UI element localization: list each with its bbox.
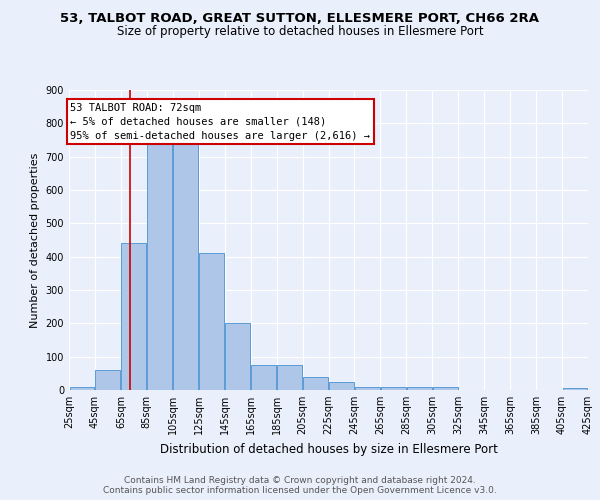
Bar [199, 254, 224, 390]
Bar [148, 138, 172, 390]
X-axis label: Distribution of detached houses by size in Ellesmere Port: Distribution of detached houses by size … [160, 442, 497, 456]
Text: Contains HM Land Registry data © Crown copyright and database right 2024.: Contains HM Land Registry data © Crown c… [124, 476, 476, 485]
Bar [70, 386, 94, 390]
Bar [329, 382, 354, 390]
Bar [303, 376, 328, 390]
Bar [433, 386, 458, 390]
Bar [381, 386, 406, 390]
Text: 53 TALBOT ROAD: 72sqm
← 5% of detached houses are smaller (148)
95% of semi-deta: 53 TALBOT ROAD: 72sqm ← 5% of detached h… [70, 102, 370, 141]
Bar [355, 386, 380, 390]
Bar [121, 244, 146, 390]
Bar [173, 140, 198, 390]
Bar [407, 386, 432, 390]
Bar [251, 365, 276, 390]
Bar [95, 370, 121, 390]
Text: Contains public sector information licensed under the Open Government Licence v3: Contains public sector information licen… [103, 486, 497, 495]
Bar [563, 388, 587, 390]
Y-axis label: Number of detached properties: Number of detached properties [30, 152, 40, 328]
Bar [277, 365, 302, 390]
Text: Size of property relative to detached houses in Ellesmere Port: Size of property relative to detached ho… [116, 25, 484, 38]
Text: 53, TALBOT ROAD, GREAT SUTTON, ELLESMERE PORT, CH66 2RA: 53, TALBOT ROAD, GREAT SUTTON, ELLESMERE… [61, 12, 539, 26]
Bar [225, 324, 250, 390]
